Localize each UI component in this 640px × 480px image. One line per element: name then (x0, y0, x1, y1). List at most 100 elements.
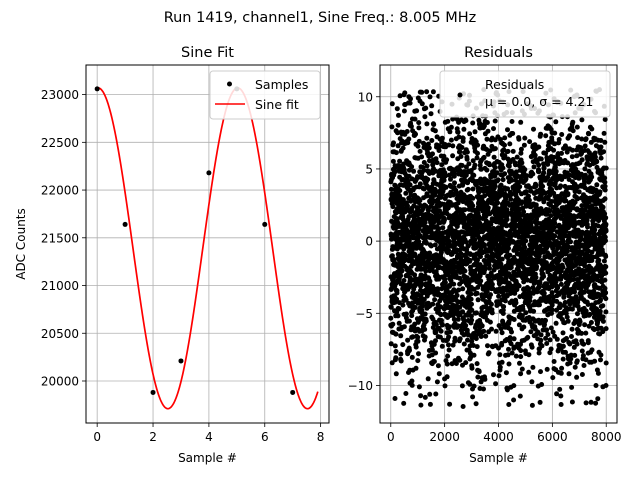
residual-point (444, 374, 450, 380)
legend-samples-marker (227, 81, 232, 87)
residual-point (522, 135, 528, 141)
residual-point (503, 370, 509, 376)
residual-point (526, 197, 532, 203)
residual-point (521, 324, 527, 330)
residual-point (458, 154, 464, 159)
residual-point (600, 329, 606, 335)
residual-point (513, 300, 519, 306)
residual-point (450, 143, 456, 149)
residual-point (403, 190, 409, 196)
residual-point (573, 294, 579, 300)
residual-point (450, 153, 456, 159)
residual-point (479, 323, 485, 329)
sine-fit-line (96, 87, 319, 410)
sample-point (262, 221, 268, 227)
residual-point (419, 101, 425, 107)
residual-points (388, 87, 609, 409)
residual-point (400, 197, 406, 203)
residual-point (426, 145, 432, 151)
residual-point (576, 189, 582, 195)
residual-point (602, 183, 608, 189)
residual-point (562, 300, 568, 305)
residual-point (412, 251, 418, 257)
residual-point (602, 117, 608, 122)
residual-point (525, 334, 531, 340)
residual-point (579, 330, 584, 336)
residual-point (500, 165, 506, 171)
residual-point (393, 210, 399, 216)
residual-point (602, 179, 608, 185)
residual-point (523, 310, 529, 316)
residual-point (502, 135, 508, 141)
residual-point (563, 198, 569, 204)
legend-residuals-marker (457, 92, 463, 98)
residual-point (417, 148, 423, 154)
residual-point (517, 360, 522, 366)
residual-point (432, 128, 438, 134)
residual-point (600, 314, 606, 320)
residual-point (524, 173, 530, 179)
residual-point (452, 180, 457, 186)
residual-point (506, 163, 512, 169)
residual-point (574, 341, 580, 347)
residual-point (478, 278, 484, 284)
residual-point (572, 352, 578, 358)
residual-point (510, 148, 516, 154)
y-tick-label: 0 (365, 235, 373, 249)
residual-point (587, 311, 593, 317)
y-tick-label: 10 (358, 90, 373, 104)
residual-point (439, 135, 445, 141)
residual-point (431, 359, 437, 364)
residual-point (581, 289, 587, 295)
residual-point (507, 141, 513, 147)
residual-point (603, 383, 609, 388)
residual-point (578, 145, 584, 151)
residual-point (519, 160, 525, 166)
residual-point (557, 305, 563, 311)
residual-point (560, 264, 566, 270)
residual-point (558, 370, 564, 376)
residual-point (436, 144, 442, 150)
residual-point (474, 290, 480, 296)
residual-point (430, 161, 436, 167)
residual-point (509, 119, 515, 124)
residual-point (439, 162, 445, 168)
residual-point (484, 136, 490, 142)
residual-point (483, 213, 489, 219)
residual-point (549, 199, 555, 204)
residual-point (430, 151, 435, 157)
residual-point (553, 172, 559, 178)
residual-point (558, 183, 564, 189)
figure-suptitle: Run 1419, channel1, Sine Freq.: 8.005 MH… (164, 10, 477, 26)
residual-point (536, 350, 542, 356)
y-tick-label: 21000 (41, 279, 79, 293)
residual-point (565, 191, 571, 197)
residual-point (475, 374, 481, 380)
residual-point (553, 320, 559, 326)
residual-point (410, 334, 416, 340)
residual-point (409, 313, 415, 319)
residual-point (484, 167, 490, 173)
residual-point (445, 118, 451, 124)
residual-point (569, 154, 575, 160)
x-tick-label: 0 (387, 430, 395, 444)
residual-point (424, 163, 430, 169)
residual-point (602, 175, 608, 181)
residual-point (558, 393, 564, 399)
residual-point (388, 186, 394, 192)
residual-point (491, 372, 496, 378)
residual-point (476, 189, 482, 195)
residual-point (555, 285, 561, 291)
residual-point (545, 161, 551, 167)
residual-point (504, 288, 510, 293)
residual-point (427, 250, 433, 256)
residual-point (433, 188, 439, 194)
sine-fit-frame (85, 64, 330, 424)
residual-point (462, 318, 468, 324)
residual-point (470, 186, 476, 192)
residual-point (550, 375, 556, 381)
residual-point (424, 121, 430, 127)
residual-point (436, 371, 442, 377)
residual-point (528, 329, 534, 335)
residual-point (516, 322, 522, 328)
